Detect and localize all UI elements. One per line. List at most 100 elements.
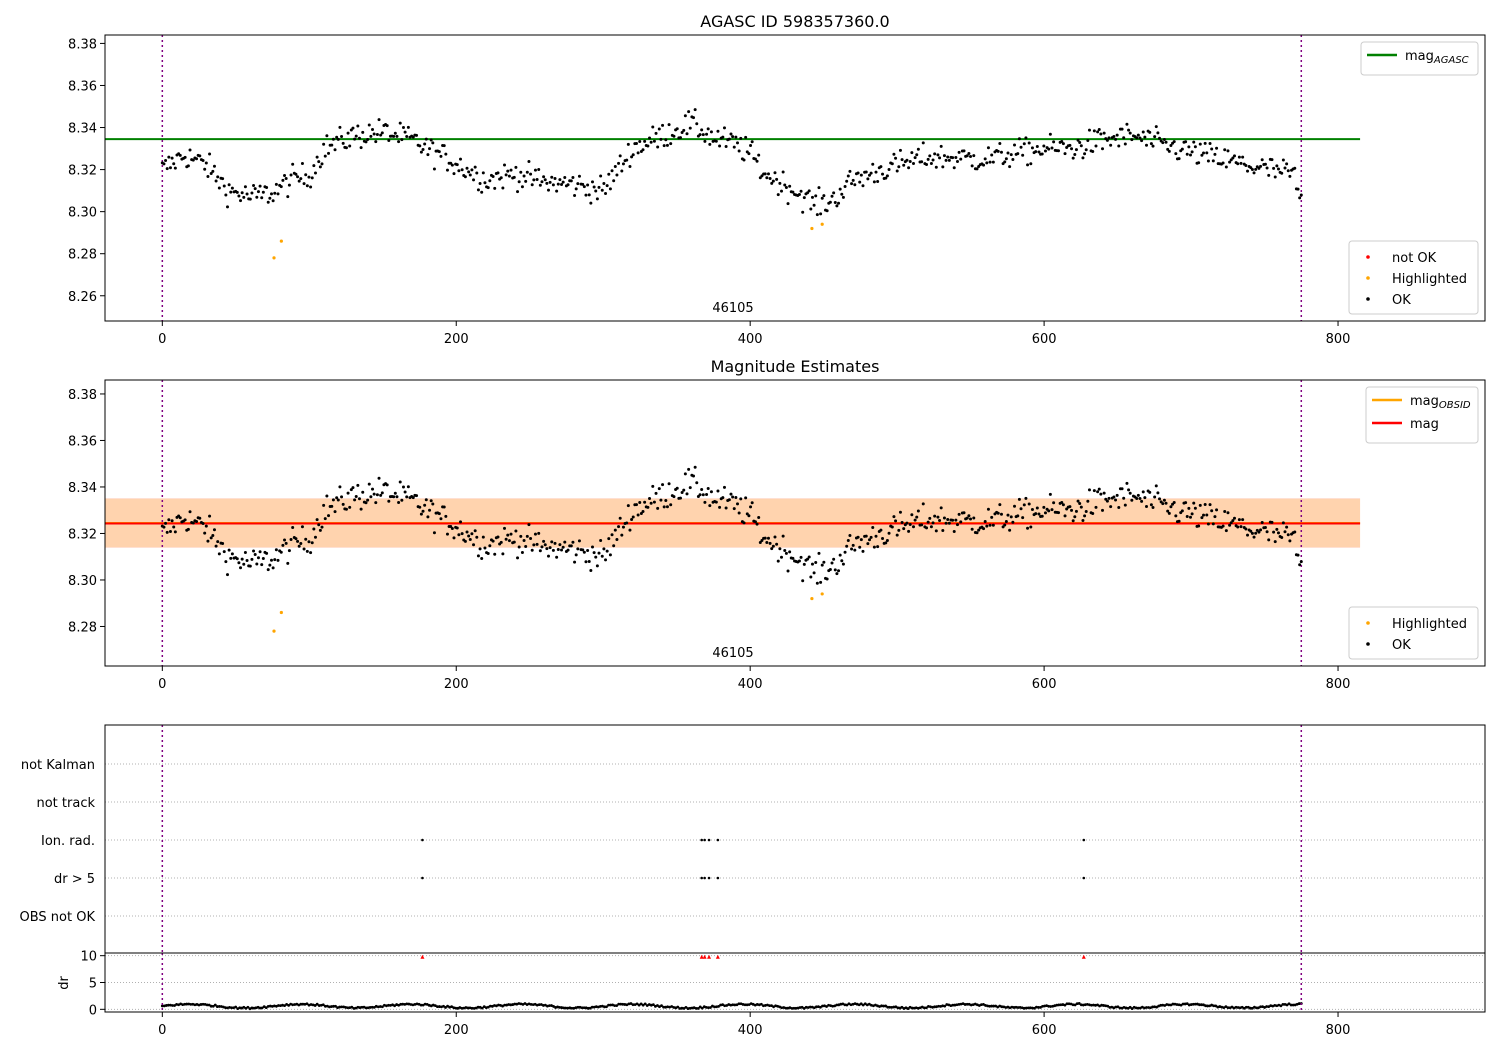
dr-point	[358, 1006, 362, 1009]
ok-point	[359, 146, 363, 150]
ok-point	[1076, 138, 1080, 142]
ok-point	[325, 494, 329, 498]
y-tick-label: 8.30	[68, 574, 97, 589]
dr-point	[1248, 1006, 1252, 1010]
dr-point	[264, 1006, 268, 1010]
ok-point	[439, 517, 443, 521]
dr-point	[631, 1003, 635, 1007]
ok-point	[504, 537, 508, 541]
ok-point	[848, 533, 852, 537]
ok-point	[815, 581, 819, 585]
dr-point	[609, 1003, 612, 1007]
legend-box	[1348, 606, 1479, 660]
ok-point	[929, 525, 933, 529]
ok-point	[934, 529, 938, 533]
ok-point	[444, 152, 448, 156]
ok-point	[586, 183, 590, 187]
dr-point	[1024, 1006, 1028, 1010]
ok-point	[224, 193, 228, 197]
ok-point	[977, 528, 981, 532]
x-tick-label: 0	[158, 332, 166, 347]
ok-point	[911, 525, 915, 529]
x-tick-label: 800	[1326, 1023, 1351, 1038]
ok-point	[770, 181, 774, 185]
ok-point	[1109, 143, 1113, 147]
y-tick-label: 8.28	[68, 248, 97, 263]
ok-point	[1265, 166, 1269, 170]
dr-point	[217, 1005, 221, 1008]
ok-point	[680, 490, 684, 494]
dr-point	[1108, 1005, 1112, 1009]
ok-point	[1267, 538, 1271, 542]
ok-point	[338, 485, 342, 489]
ok-point	[933, 514, 937, 518]
ok-point	[913, 156, 917, 160]
ok-point	[584, 193, 588, 197]
dr-point	[330, 1005, 333, 1008]
ok-point	[1185, 152, 1189, 156]
ok-point	[1078, 140, 1082, 144]
ok-point	[582, 550, 586, 554]
ok-point	[1050, 508, 1054, 512]
panel2-obsid-annotation: 46105	[712, 646, 753, 661]
ok-point	[209, 536, 213, 540]
ok-point	[195, 157, 199, 161]
ok-point	[881, 172, 885, 176]
ok-point	[737, 511, 741, 515]
ok-point	[214, 544, 218, 548]
dr-point	[173, 1004, 176, 1007]
ok-point	[364, 501, 368, 505]
ok-point	[1275, 164, 1279, 168]
ok-point	[1112, 135, 1116, 139]
ok-point	[685, 492, 689, 496]
ok-point	[467, 170, 471, 174]
ok-point	[330, 504, 334, 508]
ok-point	[780, 555, 784, 559]
ok-point	[1115, 493, 1119, 497]
legend-dot-swatch	[1366, 297, 1370, 301]
ok-point	[895, 533, 899, 537]
dr-point	[1291, 1003, 1295, 1007]
flag-point	[421, 838, 424, 842]
dr-point	[814, 1005, 818, 1009]
dr-point	[617, 1002, 621, 1006]
dr-point	[352, 1006, 356, 1010]
ok-point	[566, 548, 570, 552]
dr-point	[301, 1002, 305, 1006]
dr-point	[861, 1003, 865, 1007]
ok-point	[982, 527, 986, 531]
ok-point	[472, 543, 476, 547]
ok-point	[672, 495, 676, 499]
ok-point	[1215, 146, 1219, 150]
ok-point	[1004, 520, 1008, 524]
y-tick-label: 8.36	[68, 79, 97, 94]
ok-point	[586, 548, 590, 552]
ok-point	[613, 165, 617, 169]
ok-point	[986, 146, 990, 150]
ok-point	[353, 137, 357, 141]
ok-point	[599, 174, 603, 178]
ok-point	[318, 528, 322, 532]
dr-point	[880, 1004, 883, 1008]
ok-point	[465, 530, 469, 534]
ok-point	[791, 190, 795, 194]
ok-point	[604, 192, 608, 196]
dr-point	[900, 1005, 904, 1009]
ok-point	[550, 540, 554, 544]
ok-point	[621, 525, 625, 529]
ok-point	[335, 135, 339, 139]
ok-point	[1241, 518, 1245, 522]
ok-point	[631, 153, 635, 157]
ok-point	[1153, 495, 1157, 499]
ok-point	[1034, 150, 1038, 154]
ok-point	[841, 195, 845, 199]
ok-point	[287, 183, 291, 187]
dr-point	[1167, 1003, 1171, 1007]
ok-point	[483, 181, 487, 185]
ok-point	[1286, 533, 1290, 537]
dr-point	[401, 1002, 405, 1006]
dr-point	[808, 1005, 812, 1009]
ok-point	[235, 557, 239, 561]
ok-point	[872, 545, 876, 549]
